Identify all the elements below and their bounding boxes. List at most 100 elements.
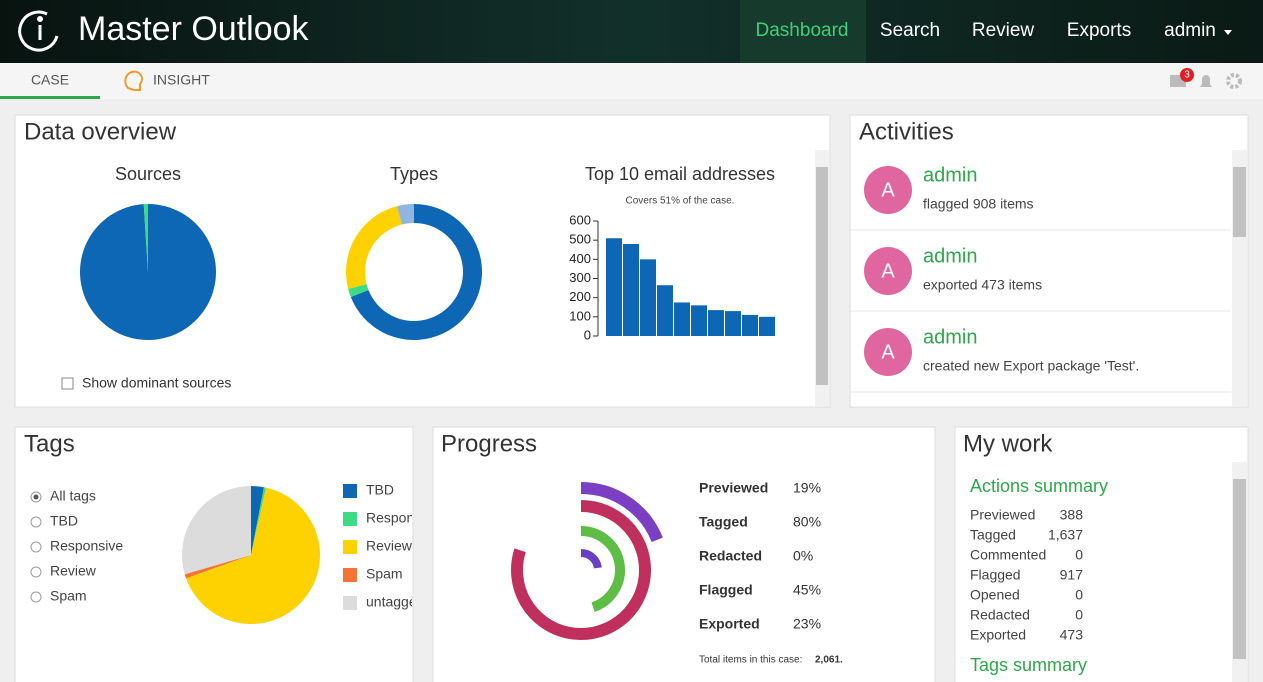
pie-slice xyxy=(348,284,369,298)
y-tick-label: 600 xyxy=(569,212,591,227)
nav-active-bg xyxy=(740,0,866,63)
scroll-thumb[interactable] xyxy=(1233,167,1246,237)
avatar xyxy=(864,166,912,214)
nav-exports[interactable]: Exports xyxy=(1067,20,1131,41)
scroll-thumb[interactable] xyxy=(1233,479,1246,659)
bar xyxy=(657,285,673,336)
bar xyxy=(708,310,724,336)
legend-swatch xyxy=(343,540,357,554)
radio[interactable] xyxy=(30,566,42,578)
bell-icon[interactable] xyxy=(1200,75,1212,87)
avatar-letter: A xyxy=(881,179,895,201)
action-count: 388 xyxy=(1060,507,1084,523)
insight-icon xyxy=(124,70,143,91)
tags-legend: TBD Responsive Review Spam untagged xyxy=(343,482,439,610)
action-count: 0 xyxy=(1075,547,1083,563)
progress-arc xyxy=(580,549,602,569)
action-count: 473 xyxy=(1060,627,1084,643)
activity-text: created new Export package 'Test'. xyxy=(923,358,1139,374)
progress-value: 19% xyxy=(793,480,821,496)
progress-arc xyxy=(511,500,651,640)
activity-text: exported 473 items xyxy=(923,277,1042,293)
section-title: Tags summary xyxy=(970,655,1087,675)
progress-value: 45% xyxy=(793,582,821,598)
y-tick-label: 300 xyxy=(569,270,591,285)
logo xyxy=(18,10,59,52)
radio-label: Spam xyxy=(50,588,87,604)
chart-title: Top 10 email addresses xyxy=(585,164,775,184)
tab-case[interactable]: CASE xyxy=(31,72,69,88)
y-tick-label: 200 xyxy=(569,289,591,304)
radio-label: TBD xyxy=(50,513,78,529)
panel-title: My work xyxy=(963,430,1053,457)
nav-search[interactable]: Search xyxy=(880,20,940,41)
caret xyxy=(1224,30,1232,35)
action-count: 1,637 xyxy=(1048,527,1083,543)
pie-slice xyxy=(251,487,267,555)
action-name: Tagged xyxy=(970,527,1016,543)
legend-swatch xyxy=(343,484,357,498)
panel-progress xyxy=(432,426,936,682)
panels xyxy=(14,114,1249,682)
pie-slice xyxy=(186,487,320,624)
progress-label: Exported xyxy=(699,616,760,632)
avatar xyxy=(864,328,912,376)
action-count: 917 xyxy=(1060,567,1084,583)
legend-label: untagged xyxy=(366,594,424,610)
pie-slice xyxy=(184,555,251,579)
legend-label: Responsive xyxy=(366,510,439,526)
action-name: Exported xyxy=(970,627,1026,643)
bar xyxy=(674,302,690,336)
app-title: Master Outlook xyxy=(78,10,310,48)
panel-title: Tags xyxy=(24,430,75,457)
progress-arc xyxy=(580,526,625,612)
total-label: Total items in this case: xyxy=(699,655,802,666)
checkbox-label[interactable]: Show dominant sources xyxy=(82,375,231,391)
activity-user: admin xyxy=(923,326,977,348)
legend-label: Spam xyxy=(366,566,403,582)
avatar-letter: A xyxy=(881,341,895,363)
bar xyxy=(640,259,656,336)
bar xyxy=(623,244,639,336)
radio-label: All tags xyxy=(50,488,96,504)
badge xyxy=(1180,68,1194,82)
pie-slice xyxy=(397,204,414,225)
chart-title: Types xyxy=(390,164,438,184)
progress-value: 23% xyxy=(793,616,821,632)
chart-subtitle: Covers 51% of the case. xyxy=(626,196,735,207)
y-tick-label: 500 xyxy=(569,232,591,247)
action-name: Flagged xyxy=(970,567,1021,583)
scroll-thumb[interactable] xyxy=(816,167,828,385)
legend-swatch xyxy=(343,568,357,582)
radio-dot xyxy=(33,494,39,500)
y-tick-label: 0 xyxy=(584,327,591,342)
gear-icon[interactable] xyxy=(1226,73,1242,89)
scrollbars xyxy=(815,150,1247,682)
radio[interactable] xyxy=(30,541,42,553)
radio[interactable] xyxy=(30,591,42,603)
panel-activities xyxy=(849,114,1249,408)
radio[interactable] xyxy=(30,516,42,528)
action-name: Previewed xyxy=(970,507,1035,523)
avatar xyxy=(864,247,912,295)
radio-label: Review xyxy=(50,563,97,579)
tab-underline xyxy=(0,96,100,99)
action-count: 0 xyxy=(1075,607,1083,623)
tab-insight[interactable]: INSIGHT xyxy=(153,72,210,88)
pie-slice xyxy=(251,486,264,555)
chart-title: Sources xyxy=(115,164,181,184)
action-count: 0 xyxy=(1075,587,1083,603)
nav-review[interactable]: Review xyxy=(972,20,1035,41)
bar xyxy=(742,314,758,336)
pie-slice xyxy=(346,206,402,289)
nav-dashboard[interactable]: Dashboard xyxy=(756,20,849,41)
legend-label: TBD xyxy=(366,482,394,498)
nav-user[interactable]: admin xyxy=(1164,20,1216,41)
legend-label: Review xyxy=(366,538,413,554)
section-title: Actions summary xyxy=(970,476,1108,496)
checkbox[interactable] xyxy=(61,377,74,390)
progress-label: Redacted xyxy=(699,548,762,564)
activity-user: admin xyxy=(923,245,977,267)
